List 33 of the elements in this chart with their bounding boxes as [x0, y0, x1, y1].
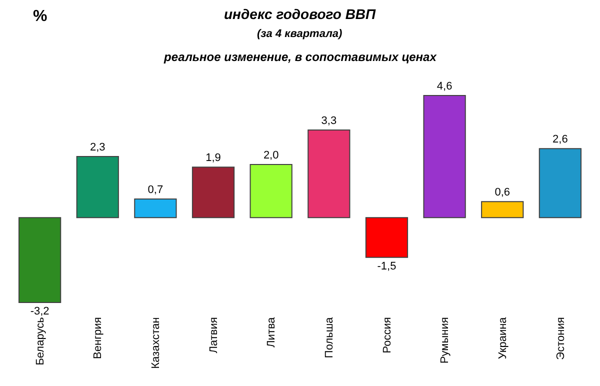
x-tick-label: Венгрия — [92, 317, 104, 359]
bar — [308, 130, 350, 218]
bar — [76, 156, 119, 218]
data-label: 2,0 — [263, 150, 279, 162]
x-tick-label: Беларусь — [34, 316, 46, 366]
x-tick-label: Казахстан — [150, 317, 162, 369]
bar — [18, 217, 62, 303]
chart-title: индекс годового ВВП — [224, 6, 377, 22]
data-label: 1,9 — [206, 152, 221, 164]
bar — [423, 95, 466, 218]
bar — [481, 201, 524, 218]
x-tick-label: Россия — [381, 317, 394, 354]
y-axis-title: % — [33, 8, 48, 25]
bar — [250, 164, 292, 218]
chart-subtitle: (за 4 квартала) реальное изменение, в сопоставимых ценах — [163, 28, 438, 64]
data-label: -1,5 — [377, 260, 396, 272]
data-label: 3,3 — [321, 115, 337, 127]
bar — [134, 198, 177, 218]
x-tick-label: Румыния — [439, 317, 452, 364]
x-tick-label: Польша — [323, 316, 336, 358]
data-label: 2,3 — [90, 142, 106, 154]
bar — [538, 148, 582, 218]
x-tick-label: Эстония — [554, 317, 567, 360]
data-label: 2,6 — [552, 134, 568, 146]
data-label: 0,6 — [494, 186, 510, 199]
x-tick-label: Литва — [266, 316, 278, 348]
data-label: 0,7 — [148, 184, 164, 196]
data-label: -3,2 — [30, 306, 50, 318]
x-tick-label: Украина — [496, 316, 509, 360]
x-tick-label: Латвия — [208, 317, 220, 354]
data-label: 4,6 — [436, 80, 452, 92]
bar — [365, 217, 408, 258]
bar — [192, 166, 235, 218]
